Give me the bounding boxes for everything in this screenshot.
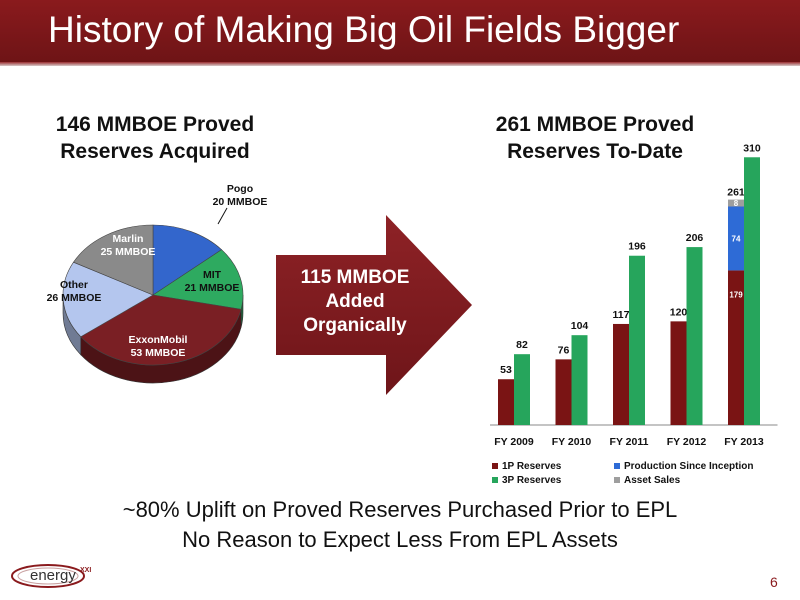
page-number: 6	[770, 574, 778, 590]
bar-1p-fy-2009	[498, 379, 514, 425]
bar-chart-title: 261 MMBOE Proved Reserves To-Date	[470, 111, 720, 165]
pie-label-mit: MIT	[203, 269, 222, 281]
pie-title-line-2: Reserves Acquired	[60, 140, 250, 163]
bar-1p-fy-2013	[728, 270, 744, 425]
bar-3p-fy-2009	[514, 354, 530, 425]
title-underline	[0, 62, 800, 66]
bar-3p-fy-2013	[744, 157, 760, 425]
bar-1p-fy-2011	[613, 323, 629, 425]
pie-slice-other	[62, 261, 154, 338]
label-3p-fy-2012: 206	[686, 232, 704, 244]
label-1p-fy-2009: 53	[500, 364, 512, 376]
arrow-label: 115 MMBOE Added Organically	[282, 266, 428, 338]
arrow-label-line-1: 115 MMBOE	[300, 267, 410, 288]
legend-swatch-2	[614, 463, 620, 469]
legend-swatch-3	[614, 477, 620, 483]
bar-3p-fy-2011	[629, 255, 645, 425]
pie-sublabel-other: 26 MMBOE	[47, 292, 102, 304]
x-tick-fy-2012: FY 2012	[667, 436, 707, 448]
label-3p-fy-2013: 310	[743, 142, 761, 154]
bar-asset-sales-fy-2013	[728, 199, 744, 207]
legend-label-2: Production Since Inception	[624, 461, 753, 472]
bar-1p-fy-2012	[670, 321, 687, 425]
energy-xxi-logo: energy XXI	[11, 564, 91, 588]
bar-3p-fy-2012	[686, 247, 703, 425]
label-1p-fy-2013: 179	[729, 290, 743, 299]
label-3p-fy-2010: 104	[571, 320, 589, 332]
label-stack-total: 261	[727, 187, 745, 199]
pie-slice-mit	[152, 249, 244, 310]
label-production-fy-2013: 74	[732, 234, 741, 243]
pie-sublabel-pogo: 20 MMBOE	[213, 196, 268, 208]
logo-text: energy	[30, 567, 76, 584]
arrow-label-line-3: Organically	[303, 315, 407, 336]
x-tick-fy-2013: FY 2013	[724, 436, 764, 448]
bar-3p-fy-2010	[571, 335, 588, 425]
label-1p-fy-2011: 117	[613, 309, 630, 321]
right-arrow-shape	[276, 215, 472, 395]
legend-label-1: 3P Reserves	[502, 475, 562, 486]
pie-label-marlin: Marlin	[113, 233, 144, 245]
slide-title: History of Making Big Oil Fields Bigger	[48, 9, 680, 50]
bar-production-fy-2013	[728, 206, 744, 271]
legend-label-0: 1P Reserves	[502, 461, 562, 472]
x-tick-fy-2011: FY 2011	[610, 436, 649, 448]
pie-label-pogo: Pogo	[227, 183, 253, 195]
legend-swatch-1	[492, 477, 498, 483]
bottom-line-2: No Reason to Expect Less From EPL Assets	[182, 527, 618, 552]
x-tick-fy-2009: FY 2009	[494, 436, 534, 448]
label-1p-fy-2012: 120	[670, 306, 688, 318]
pie-slice-exxonmobil	[80, 294, 242, 366]
label-1p-fy-2010: 76	[558, 344, 570, 356]
arrow-label-line-2: Added	[325, 291, 385, 312]
pie-slice-pogo	[152, 224, 223, 296]
label-3p-fy-2009: 82	[516, 339, 528, 351]
pie-label-other: Other	[60, 279, 88, 291]
pie-slice-marlin	[73, 224, 154, 296]
x-tick-fy-2010: FY 2010	[552, 436, 592, 448]
legend-swatch-0	[492, 463, 498, 469]
bar-title-line-1: 261 MMBOE Proved	[495, 113, 695, 136]
bar-title-line-2: Reserves To-Date	[507, 140, 683, 163]
pie-sublabel-exxonmobil: 53 MMBOE	[131, 347, 186, 359]
pie-label-exxonmobil: ExxonMobil	[129, 334, 188, 346]
label-3p-fy-2011: 196	[628, 241, 646, 253]
pie-leader-line-pogo	[217, 207, 228, 225]
label-asset-sales-fy-2013: 8	[734, 199, 739, 208]
pie-chart-title: 146 MMBOE Proved Reserves Acquired	[30, 111, 280, 165]
title-bar: History of Making Big Oil Fields Bigger	[0, 0, 800, 66]
pie-sublabel-mit: 21 MMBOE	[185, 282, 240, 294]
logo-superscript: XXI	[80, 567, 91, 574]
pie-title-line-1: 146 MMBOE Proved	[55, 113, 255, 136]
legend-label-3: Asset Sales	[624, 475, 681, 486]
bottom-line-1: ~80% Uplift on Proved Reserves Purchased…	[122, 497, 678, 522]
pie-sublabel-marlin: 25 MMBOE	[101, 246, 156, 258]
bar-1p-fy-2010	[555, 359, 572, 425]
